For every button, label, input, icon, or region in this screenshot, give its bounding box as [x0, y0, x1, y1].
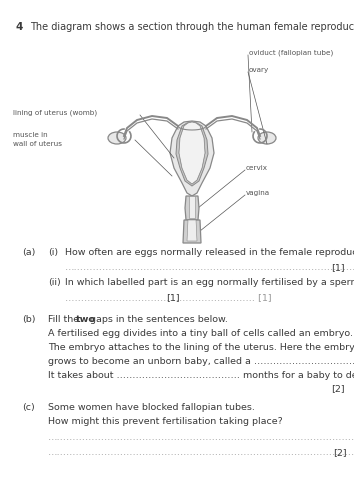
Polygon shape — [183, 220, 201, 243]
Text: (ii): (ii) — [48, 278, 61, 287]
Text: (b): (b) — [22, 315, 35, 324]
Text: wall of uterus: wall of uterus — [13, 141, 62, 147]
Text: Some women have blocked fallopian tubes.: Some women have blocked fallopian tubes. — [48, 403, 255, 412]
Text: vagina: vagina — [246, 190, 270, 196]
Text: ……………………………………………………………………………………………………………………………………: …………………………………………………………………………………………………………… — [65, 263, 354, 272]
Text: cervix: cervix — [246, 165, 268, 171]
Text: oviduct (fallopian tube): oviduct (fallopian tube) — [249, 50, 333, 56]
Text: [2]: [2] — [331, 384, 345, 393]
Text: 4: 4 — [15, 22, 22, 32]
Text: [2]: [2] — [333, 448, 347, 457]
Text: In which labelled part is an egg normally fertilised by a sperm?: In which labelled part is an egg normall… — [65, 278, 354, 287]
Text: (a): (a) — [22, 248, 35, 257]
Text: ovary: ovary — [249, 67, 269, 73]
Polygon shape — [170, 121, 214, 196]
Polygon shape — [187, 220, 197, 241]
Text: …………………………………………………………………………………………………………………………………………: …………………………………………………………………………………………………………… — [48, 448, 354, 457]
Ellipse shape — [258, 132, 276, 144]
Text: [1]: [1] — [331, 263, 345, 272]
Text: grows to become an unborn baby, called a …………………………………… .: grows to become an unborn baby, called a… — [48, 357, 354, 366]
Text: The diagram shows a section through the human female reproductive system.: The diagram shows a section through the … — [30, 22, 354, 32]
Ellipse shape — [108, 132, 126, 144]
Polygon shape — [179, 122, 205, 184]
Text: It takes about ………………………………… months for a baby to develop: It takes about ………………………………… months for … — [48, 371, 354, 380]
Polygon shape — [176, 122, 208, 186]
Text: muscle in: muscle in — [13, 132, 48, 138]
Polygon shape — [185, 196, 199, 220]
Text: A fertilised egg divides into a tiny ball of cells called an embryo.: A fertilised egg divides into a tiny bal… — [48, 329, 353, 338]
Text: gaps in the sentences below.: gaps in the sentences below. — [87, 315, 228, 324]
Text: The embryo attaches to the lining of the uterus. Here the embryo: The embryo attaches to the lining of the… — [48, 343, 354, 352]
Polygon shape — [179, 122, 205, 184]
Text: …………………………………………………………………………………………………………………………………………: …………………………………………………………………………………………………………… — [48, 433, 354, 442]
Text: …………………………………………………… [1]: …………………………………………………… [1] — [65, 293, 272, 302]
Text: lining of uterus (womb): lining of uterus (womb) — [13, 110, 97, 116]
Text: Fill the: Fill the — [48, 315, 82, 324]
Text: (i): (i) — [48, 248, 58, 257]
Text: How often are eggs normally released in the female reproductive system?: How often are eggs normally released in … — [65, 248, 354, 257]
Polygon shape — [189, 196, 195, 218]
Text: How might this prevent fertilisation taking place?: How might this prevent fertilisation tak… — [48, 417, 283, 426]
Text: [1]: [1] — [166, 293, 179, 302]
Text: (c): (c) — [22, 403, 35, 412]
Text: two: two — [76, 315, 96, 324]
